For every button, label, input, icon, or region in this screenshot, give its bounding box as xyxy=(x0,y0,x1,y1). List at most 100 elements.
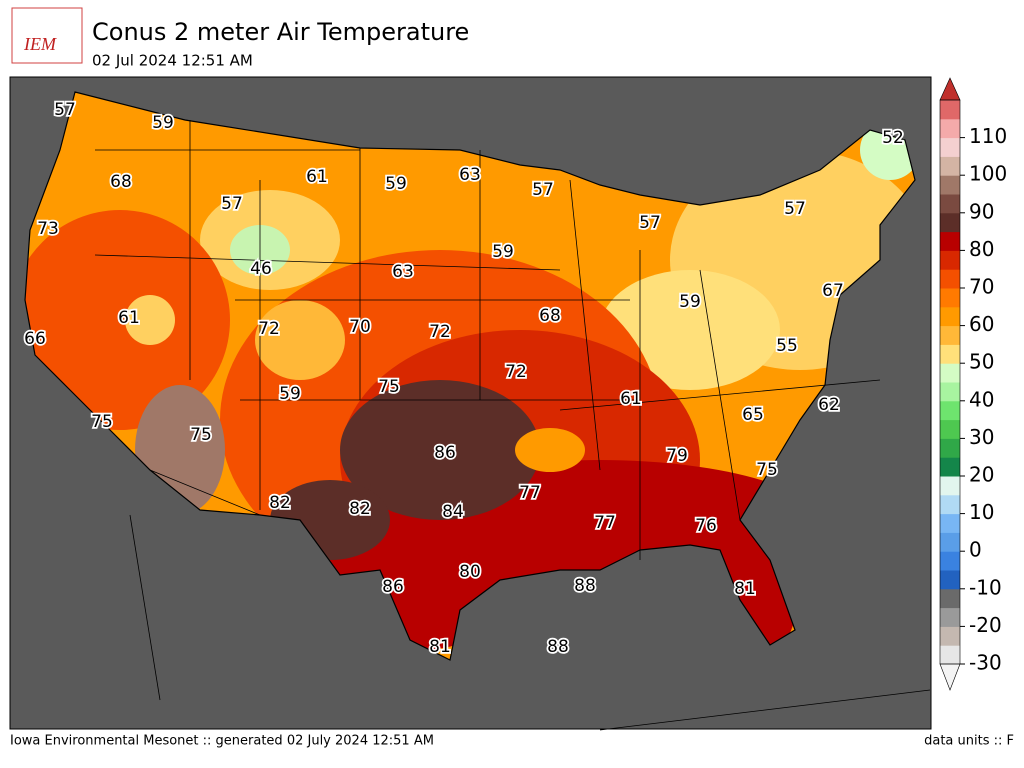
colorbar-band xyxy=(940,438,960,458)
colorbar-band xyxy=(940,288,960,308)
colorbar-tick-label: -20 xyxy=(969,613,1002,637)
colorbar-band xyxy=(940,476,960,496)
temp-label: 82 xyxy=(349,499,371,519)
temp-label: 57 xyxy=(221,194,243,214)
colorbar-tick-label: 60 xyxy=(969,312,994,336)
temp-label: 77 xyxy=(594,513,616,533)
temp-label: 59 xyxy=(385,174,407,194)
colorbar-band xyxy=(940,269,960,289)
colorbar-band xyxy=(940,325,960,345)
temp-label: 61 xyxy=(620,389,642,409)
colorbar-band xyxy=(940,363,960,383)
temp-label: 68 xyxy=(110,172,132,192)
colorbar-band xyxy=(940,494,960,515)
temp-label: 68 xyxy=(539,306,561,326)
colorbar-tick-label: 0 xyxy=(969,538,982,562)
colorbar-band xyxy=(940,118,960,139)
footer-right: data units :: F xyxy=(924,734,1014,749)
colorbar-band xyxy=(940,231,960,251)
temp-label: 81 xyxy=(429,637,451,657)
temp-label: 75 xyxy=(190,425,212,445)
temp-label: 67 xyxy=(822,281,844,301)
temp-label: 59 xyxy=(492,242,514,262)
temp-label: 72 xyxy=(429,322,451,342)
colorbar-tick-label: 10 xyxy=(969,500,994,524)
temp-label: 70 xyxy=(349,317,371,337)
temp-label: 57 xyxy=(532,180,554,200)
colorbar-band xyxy=(940,457,960,477)
colorbar-band xyxy=(940,607,960,627)
colorbar-band xyxy=(940,194,960,214)
colorbar-band xyxy=(940,156,960,176)
colorbar: -30 -20 -10 0 10 20 30 40 50 60 70 80 90 100 110 xyxy=(939,77,1007,691)
colorbar-band xyxy=(940,250,960,270)
colorbar-band xyxy=(940,382,960,402)
colorbar-top xyxy=(939,77,961,101)
colorbar-band xyxy=(940,306,960,327)
colorbar-bottom xyxy=(939,663,961,691)
colorbar-tick-label: 80 xyxy=(969,237,994,261)
temp-label: 61 xyxy=(306,167,328,187)
temp-label: 72 xyxy=(258,319,280,339)
temp-label: 66 xyxy=(24,329,46,349)
temp-label: 79 xyxy=(666,446,688,466)
temp-label: 63 xyxy=(459,165,481,185)
colorbar-tick-label: 50 xyxy=(969,350,994,374)
temp-label: 52 xyxy=(882,128,904,148)
temp-label: 57 xyxy=(784,199,806,219)
colorbar-band xyxy=(940,419,960,439)
temp-label: 76 xyxy=(695,516,717,536)
temp-label: 75 xyxy=(756,460,778,480)
colorbar-band xyxy=(940,212,960,233)
colorbar-band xyxy=(940,100,960,120)
temp-label: 57 xyxy=(639,213,661,233)
temp-label: 81 xyxy=(734,579,756,599)
colorbar-tick-label: 30 xyxy=(969,425,994,449)
colorbar-tick-label: -10 xyxy=(969,575,1002,599)
temp-label: 75 xyxy=(378,377,400,397)
colorbar-band xyxy=(940,137,960,157)
colorbar-band xyxy=(940,513,960,533)
colorbar-band xyxy=(940,570,960,590)
temp-label: 82 xyxy=(269,493,291,513)
temp-label: 84 xyxy=(442,502,464,522)
colorbar-band xyxy=(940,551,960,571)
logo-box xyxy=(11,7,83,64)
colorbar-band xyxy=(940,588,960,609)
temp-label: 86 xyxy=(382,577,404,597)
temp-label: 88 xyxy=(574,576,596,596)
map: 57 59 68 61 59 63 57 52 73 57 57 57 46 6… xyxy=(9,76,932,731)
temp-label: 62 xyxy=(818,395,840,415)
colorbar-band xyxy=(940,344,960,364)
temp-label: 55 xyxy=(776,336,798,356)
colorbar-tick-label: 100 xyxy=(969,162,1007,186)
colorbar-tick-label: 110 xyxy=(969,124,1007,148)
temp-label: 46 xyxy=(250,259,272,279)
logo-text: IEM xyxy=(23,34,57,54)
colorbar-band xyxy=(940,626,960,646)
subtitle: 02 Jul 2024 12:51 AM xyxy=(92,52,253,70)
colorbar-tick-label: 90 xyxy=(969,199,994,223)
colorbar-tick-label: 20 xyxy=(969,463,994,487)
temp-label: 86 xyxy=(434,443,456,463)
temp-label: 65 xyxy=(742,405,764,425)
colorbar-outline xyxy=(939,99,961,665)
title: Conus 2 meter Air Temperature xyxy=(92,18,469,46)
temp-label: 59 xyxy=(152,113,174,133)
colorbar-band xyxy=(940,645,960,665)
temp-label: 59 xyxy=(679,292,701,312)
footer-left: Iowa Environmental Mesonet :: generated … xyxy=(10,734,434,749)
temp-label: 57 xyxy=(54,100,76,120)
temp-label: 63 xyxy=(392,262,414,282)
temp-label: 77 xyxy=(519,483,541,503)
borders xyxy=(94,120,931,731)
temp-label: 80 xyxy=(459,562,481,582)
colorbar-tick-label: -30 xyxy=(969,651,1002,675)
colorbar-tick-label: 70 xyxy=(969,275,994,299)
colorbar-tick-label: 40 xyxy=(969,387,994,411)
temp-label: 88 xyxy=(547,637,569,657)
colorbar-band xyxy=(940,175,960,195)
temp-label: 75 xyxy=(91,412,113,432)
temp-label: 73 xyxy=(37,219,59,239)
